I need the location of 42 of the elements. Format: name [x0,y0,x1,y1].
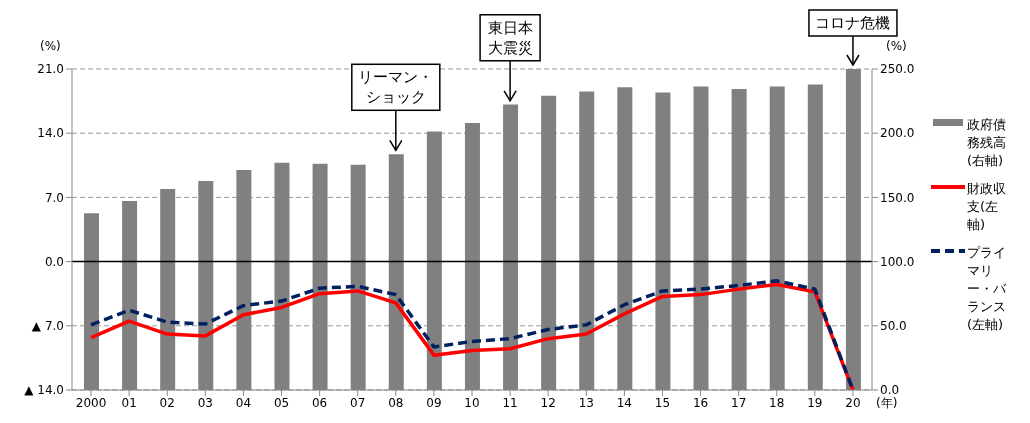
x-tick-label: 13 [578,395,594,410]
x-tick-label: 05 [273,395,290,410]
x-tick-label: 11 [502,395,518,410]
x-tick-label: 12 [540,395,556,410]
x-axis-title: (年) [876,395,898,412]
x-tick-label: 02 [159,395,175,410]
annotation: 東日本大震災 [487,18,533,57]
x-tick-label: 18 [769,395,785,410]
x-tick-label: 07 [350,395,366,410]
y-axis-title: (%) [40,39,61,53]
y2-tick-label: 100.0 [880,254,915,269]
legend-label: 政府債務残高(右軸) [967,116,1007,170]
x-tick-label: 16 [692,395,709,410]
y2-tick-label: 250.0 [880,62,915,77]
x-tick-label: 19 [807,395,823,410]
y-tick-label: 7.0 [44,190,64,205]
x-tick-label: 15 [654,395,671,410]
y2-axis-title: (%) [886,39,907,53]
x-tick-label: 2000 [75,395,107,410]
y-tick-label: 21.0 [37,62,64,77]
annotation: リーマン・ショック [358,68,434,107]
x-tick-label: 08 [388,395,404,410]
x-tick-label: 06 [311,395,328,410]
y2-tick-label: 0.0 [880,383,900,398]
x-tick-label: 09 [426,395,442,410]
x-tick-label: 14 [616,395,633,410]
x-tick-label: 01 [121,395,137,410]
annotation: コロナ危機 [815,14,891,32]
x-tick-label: 03 [197,395,213,410]
y-tick-label: ▲ 7.0 [31,319,64,334]
y2-tick-label: 50.0 [880,319,907,334]
y2-tick-label: 200.0 [880,126,915,141]
y-tick-label: 0.0 [44,254,64,269]
y-tick-label: ▲ 14.0 [24,383,64,398]
legend-label: プライマリー・バランス(左軸) [967,244,1007,334]
x-tick-label: 04 [235,395,252,410]
x-tick-label: 20 [845,395,861,410]
legend-label: 財政収支(左軸) [967,180,1007,234]
y2-tick-label: 150.0 [880,190,915,205]
x-tick-label: 10 [464,395,480,410]
x-tick-label: 17 [731,395,747,410]
y-tick-label: 14.0 [37,126,64,141]
